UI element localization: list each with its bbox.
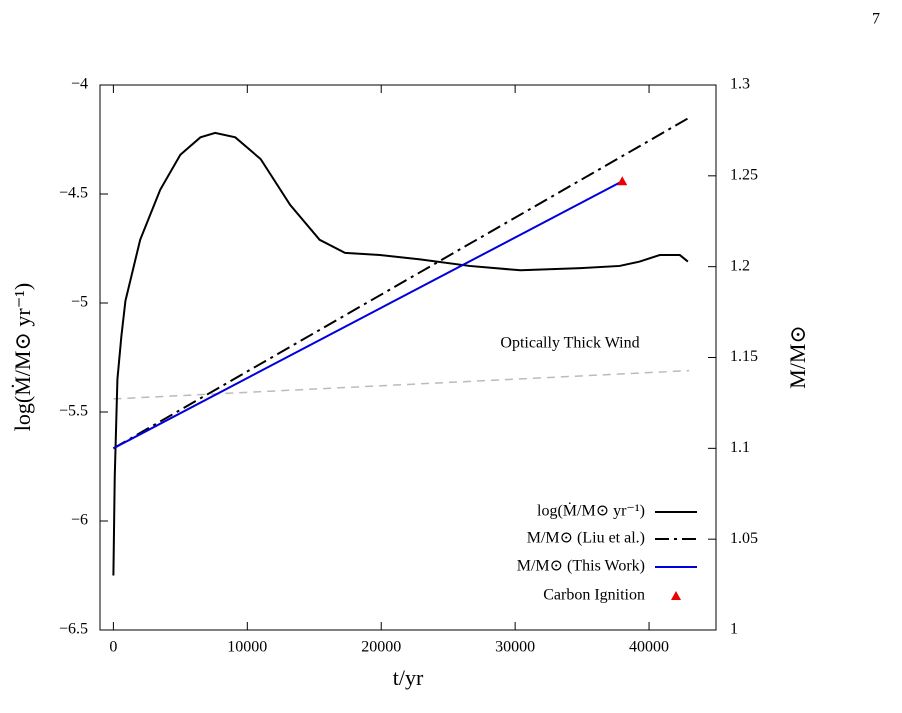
- legend-label: M/M⊙ (This Work): [517, 558, 645, 575]
- plot-frame: [99, 84, 717, 631]
- page-number: 7: [872, 11, 880, 28]
- y-tick-label: −6: [71, 512, 88, 529]
- y2-tick-label: 1.2: [730, 257, 750, 274]
- annotation: Optically Thick Wind: [500, 335, 639, 352]
- y-tick-label: −5: [71, 294, 88, 311]
- x-tick-label: 20000: [361, 639, 401, 656]
- series-line: [112, 180, 623, 450]
- y-tick-label: −4.5: [59, 185, 88, 202]
- legend-label: log(Ṁ/M⊙ yr⁻¹): [537, 502, 645, 520]
- x-tick-label: 10000: [227, 639, 267, 656]
- legend-label: Carbon Ignition: [543, 587, 645, 604]
- x-tick-label: 40000: [629, 639, 669, 656]
- y2-tick-label: 1.3: [730, 76, 750, 93]
- x-tick-label: 30000: [495, 639, 535, 656]
- y2-tick-label: 1.1: [730, 439, 750, 456]
- legend-marker: [671, 591, 681, 600]
- marker: [617, 176, 628, 186]
- y-tick-label: −6.5: [59, 621, 88, 638]
- y-axis-label: log(Ṁ/M⊙ yr⁻¹): [10, 283, 35, 431]
- y2-tick-label: 1.05: [730, 530, 758, 547]
- x-tick-label: 0: [109, 639, 117, 656]
- y-tick-label: −5.5: [59, 403, 88, 420]
- series-line: [112, 131, 689, 576]
- y2-tick-label: 1: [730, 621, 738, 638]
- series-line: [112, 116, 690, 450]
- y2-tick-label: 1.25: [730, 167, 758, 184]
- x-axis-label: t/yr: [393, 665, 424, 690]
- legend-label: M/M⊙ (Liu et al.): [527, 530, 645, 547]
- reference-line: [113, 369, 690, 400]
- y2-axis-label: M/M⊙: [785, 325, 810, 389]
- y2-tick-label: 1.15: [730, 348, 758, 365]
- y-tick-label: −4: [71, 76, 88, 93]
